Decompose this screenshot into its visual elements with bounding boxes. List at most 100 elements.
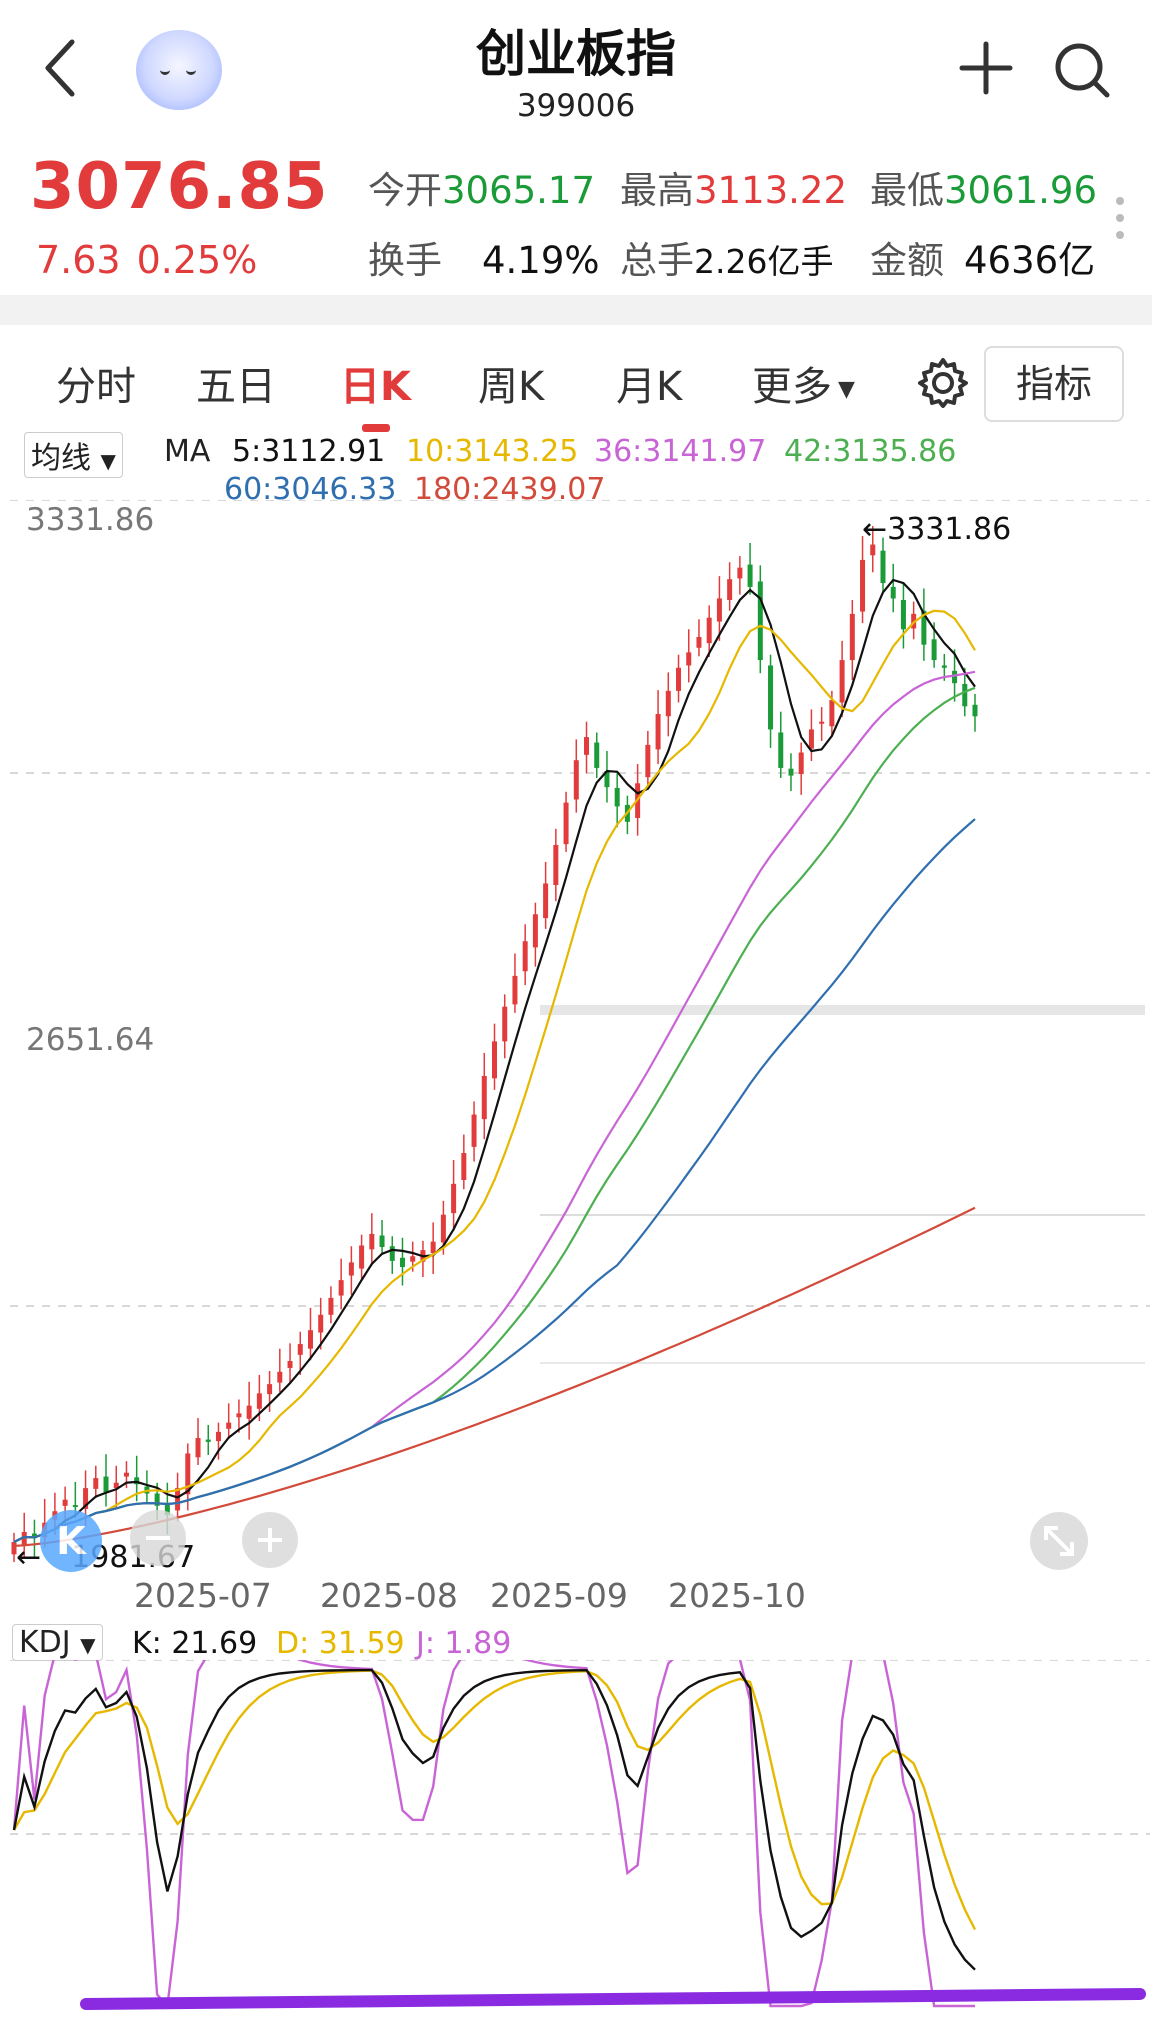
candle [584,737,590,755]
candle [123,1472,129,1477]
arrow-left-icon: ← [16,1540,42,1575]
candle [31,1533,37,1539]
candle [369,1233,375,1250]
tab-five-day[interactable]: 五日 [196,364,276,410]
candle [808,729,814,749]
expand-icon [1044,1526,1074,1556]
candle [338,1280,344,1296]
candle [451,1183,457,1214]
tab-daily-k[interactable]: 日K [340,364,411,410]
candle [267,1384,273,1395]
candle [72,1505,78,1508]
back-icon[interactable] [38,34,82,102]
stat-value: 2.26亿手 [694,242,834,281]
ma60-value: 60:3046.33 [224,472,397,507]
ma36-line [13,670,976,1543]
candle [645,744,651,778]
kdj-selector[interactable]: KDJ ▼ [12,1624,103,1661]
candle [21,1532,27,1546]
stat-value: 4.19% [482,239,600,282]
zoom-out-button[interactable] [130,1510,186,1566]
stat-label: 最低 [870,169,944,212]
zoom-in-button[interactable] [242,1512,298,1568]
candle [788,768,794,776]
stat-value: 3061.96 [944,169,1098,212]
stat-volume: 总手2.26亿手 [620,230,833,284]
candle [440,1214,446,1243]
stat-turnover: 换手 4.19% [368,230,600,284]
candle [430,1241,436,1254]
candle [829,700,835,727]
candle [604,770,610,788]
stat-value: 3113.22 [694,169,848,212]
price-axis-mid: 2651.64 [26,1022,155,1058]
tab-weekly-k[interactable]: 周K [478,364,545,410]
candle [860,559,866,612]
current-price: 3076.85 [30,150,329,224]
active-tab-indicator [362,424,390,432]
candle [870,544,876,556]
kdj-k-line [12,1668,976,1971]
avatar-icon[interactable] [136,30,222,110]
candle [399,1257,405,1268]
chart-gridlines [10,500,1150,1307]
stat-value: 4636亿 [964,239,1096,282]
candle [175,1488,181,1511]
candle [256,1393,262,1409]
gear-icon[interactable] [916,356,970,410]
ma-selector[interactable]: 均线 ▼ [24,432,123,478]
tab-more[interactable]: 更多 ▼ [752,354,855,412]
candle [277,1371,283,1383]
candle [471,1114,477,1147]
more-dots-icon[interactable] [1114,195,1126,241]
arrow-left-icon: ← [862,512,888,547]
candle [727,579,733,600]
ma42-value: 42:3135.86 [784,434,957,469]
candle [553,844,559,885]
candle [389,1246,395,1261]
candle [502,1006,508,1042]
k-float-button[interactable]: K [40,1510,102,1572]
x-tick: 2025-10 [668,1576,806,1615]
period-tabs: 分时 五日 日K 周K 月K 更多 ▼ [0,330,1152,430]
candlestick-chart[interactable] [0,500,1152,1580]
highlight-band [540,1005,1145,1015]
search-icon[interactable] [1052,40,1112,100]
candle [962,683,968,707]
candle [318,1314,324,1333]
candle [154,1493,160,1506]
kdj-selector-label: KDJ [19,1625,71,1660]
stat-value: 3065.17 [442,169,596,212]
candle [849,613,855,661]
candle [532,914,538,948]
tab-monthly-k[interactable]: 月K [616,364,683,410]
stat-high: 最高3113.22 [620,160,847,214]
candle [573,760,579,800]
price-axis-top: 3331.86 [26,502,155,538]
candle [492,1041,497,1079]
stat-amount: 金额 4636亿 [870,230,1095,284]
add-icon[interactable] [958,40,1014,96]
candle [522,941,528,972]
fullscreen-button[interactable] [1030,1512,1088,1570]
candle [93,1478,99,1489]
candle [757,581,763,661]
candle [205,1439,211,1442]
candle [287,1361,293,1368]
candle [512,975,518,1005]
x-tick: 2025-07 [134,1576,272,1615]
change-value: 7.63 [36,238,121,282]
kdj-chart[interactable] [0,1660,1152,2024]
stat-label: 最高 [620,169,694,212]
candle [11,1542,17,1555]
stat-label: 换手 [368,239,442,282]
candle [359,1245,365,1269]
minus-icon [146,1536,170,1540]
indicator-button[interactable]: 指标 [984,346,1124,422]
kdj-k-value: K: 21.69 [132,1626,258,1661]
tab-intraday[interactable]: 分时 [56,364,136,410]
candle [655,713,661,750]
kdj-d-value: D: 31.59 [276,1626,405,1661]
kdj-j-line [12,1660,975,2009]
chevron-down-icon: ▼ [838,376,855,402]
